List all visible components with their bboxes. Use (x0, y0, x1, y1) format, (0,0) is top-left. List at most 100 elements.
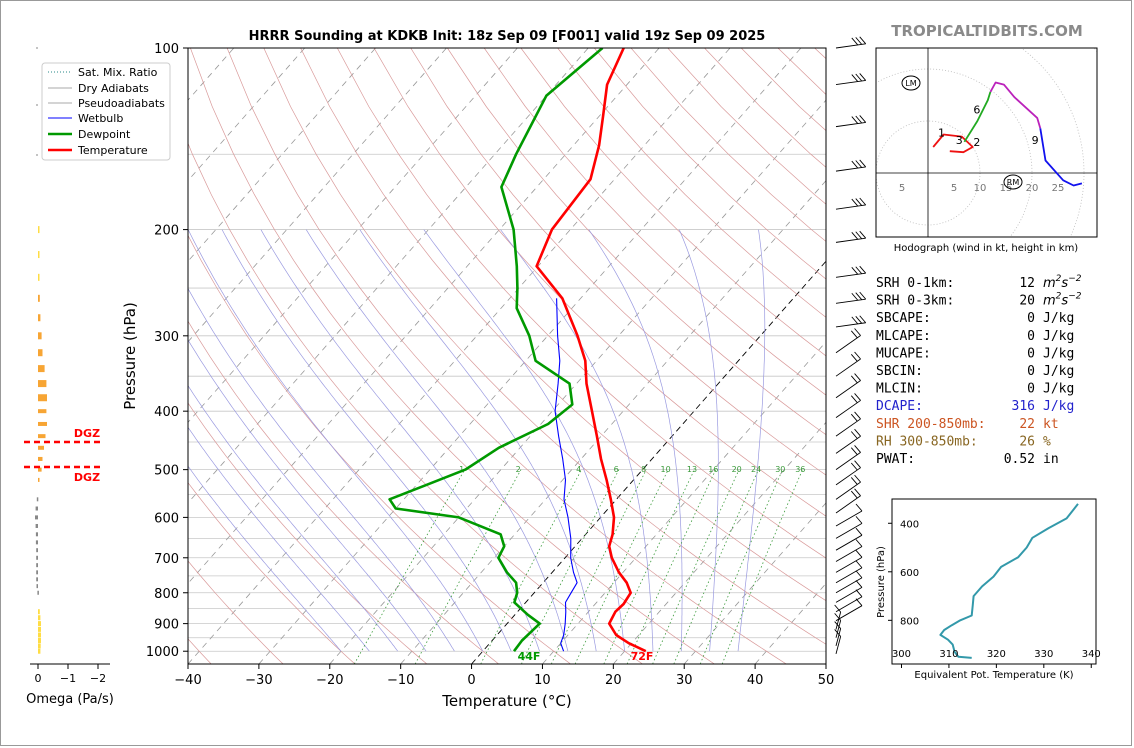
wind-barb-shaft (835, 272, 866, 278)
temperature-tick-label: 10 (534, 673, 551, 688)
isotherm-line (188, 48, 447, 343)
hodograph-segment (932, 133, 974, 154)
isotherm-line (188, 48, 376, 262)
wind-barb-flag (851, 116, 859, 124)
isotherm-line (188, 48, 306, 182)
hodograph-ring-label: 10 (974, 183, 987, 194)
param-unit: J/kg (1043, 311, 1074, 326)
temperature-tick-label: 30 (676, 673, 693, 688)
temperature-tick-label: −40 (174, 673, 201, 688)
wind-barb-shaft (835, 166, 866, 172)
wind-barb-shaft (835, 380, 861, 399)
wind-barb-flag (850, 490, 858, 499)
mixing-ratio-label: 20 (732, 465, 742, 474)
surface-dewpoint-label: 44F (518, 650, 541, 663)
wind-barb-flag (834, 604, 842, 613)
isotherm-line (188, 48, 731, 664)
dry-adiabat-line (520, 48, 826, 357)
isotherm-line (258, 48, 802, 664)
wind-barb-flag (851, 292, 859, 301)
omega-bar (38, 421, 47, 426)
pressure-tick-label: 100 (154, 42, 179, 57)
omega-bar (38, 365, 45, 373)
param-value: 316 (1012, 399, 1035, 414)
wind-barb-shaft (835, 435, 861, 454)
mixing-ratio-line (550, 469, 647, 664)
param-unit-sup: 2 (1056, 274, 1062, 284)
temperature-tick-label: −10 (387, 673, 414, 688)
dry-adiabat-line (188, 234, 571, 664)
wind-barb-flag (851, 198, 859, 207)
dgz-label-top: DGZ (74, 427, 100, 440)
moist-adiabat-line (423, 229, 625, 652)
hodograph-caption: Hodograph (wind in kt, height in km) (894, 243, 1079, 254)
mixing-ratio-line (480, 469, 582, 664)
dry-adiabat-line (373, 48, 826, 517)
omega-bar (38, 226, 40, 234)
wind-barb-flag (850, 395, 858, 404)
wind-barb-flag (850, 413, 858, 422)
wind-barb-flag (851, 37, 859, 46)
mixing-ratio-line (521, 469, 620, 664)
wind-barb-shaft (835, 596, 863, 613)
pressure-tick-label: 800 (154, 587, 179, 602)
omega-bar (35, 540, 38, 545)
moist-adiabat-line (305, 229, 569, 652)
param-unit-sup: 2 (1056, 292, 1062, 302)
moist-adiabat-line (359, 229, 597, 652)
hodograph-height-label: 2 (973, 136, 980, 149)
moist-adiabat-line (678, 229, 719, 652)
theta-e-y-tick-label: 400 (900, 519, 919, 530)
hodograph-height-label: 1 (938, 127, 945, 140)
wind-barb-flag (850, 431, 858, 439)
omega-bar (35, 523, 38, 528)
wind-barb-flag (859, 115, 867, 123)
wind-barb-flag (854, 328, 861, 336)
mixing-ratio-label: 1 (459, 465, 464, 474)
wind-barb-flag (850, 330, 858, 339)
legend-item-mixing-ratio: Sat. Mix. Ratio (78, 66, 158, 79)
omega-bar (36, 570, 38, 575)
legend-item-dewpoint: Dewpoint (78, 128, 131, 141)
dry-adiabat-line (188, 320, 499, 664)
wind-barb-shaft (835, 481, 861, 500)
omega-bar (37, 590, 39, 595)
wind-barb-flag (855, 539, 863, 547)
wind-barb-shaft (835, 628, 842, 647)
pressure-tick-label: 400 (154, 405, 179, 420)
wind-barb-flag (850, 462, 858, 471)
mixing-ratio-line (652, 469, 740, 664)
wind-barb-flag (854, 411, 861, 420)
param-label: DCAPE: (876, 399, 923, 414)
moist-adiabat-line (737, 229, 766, 652)
wind-barb-flag (851, 160, 859, 169)
mixing-ratio-label: 30 (775, 465, 785, 474)
omega-bar (38, 294, 40, 302)
dry-adiabat-line (226, 48, 787, 664)
left-mover-label: LM (905, 79, 916, 88)
theta-e-y-tick-label: 600 (900, 568, 919, 579)
wind-barb-shaft (835, 204, 866, 210)
theta-e-x-label: Equivalent Pot. Temperature (K) (914, 670, 1073, 681)
param-value: 0 (1027, 311, 1035, 326)
wind-barb-shaft (835, 510, 863, 527)
wind-barb-flag (854, 488, 861, 497)
hodograph-ring-label: 5 (951, 183, 957, 194)
wind-barb-flag (855, 550, 863, 558)
pressure-tick-label: 600 (154, 511, 179, 526)
mixing-ratio-label: 24 (751, 465, 761, 474)
param-value: 26 (1019, 434, 1035, 449)
wind-barb-flag (859, 291, 867, 300)
param-label: SBCAPE: (876, 311, 931, 326)
mixing-ratio-line (721, 469, 803, 664)
wind-barb-shaft (835, 522, 863, 539)
theta-e-y-label: Pressure (hPa) (876, 546, 887, 618)
hodograph-ring-label: 25 (1052, 183, 1065, 194)
wind-barb-flag (855, 292, 863, 300)
theta-e-x-tick-label: 330 (1034, 649, 1053, 660)
wind-barbs (825, 36, 867, 664)
wind-barb-flag (855, 316, 863, 324)
param-unit-sup: −2 (1068, 274, 1082, 284)
mixing-ratio-line (574, 469, 669, 664)
